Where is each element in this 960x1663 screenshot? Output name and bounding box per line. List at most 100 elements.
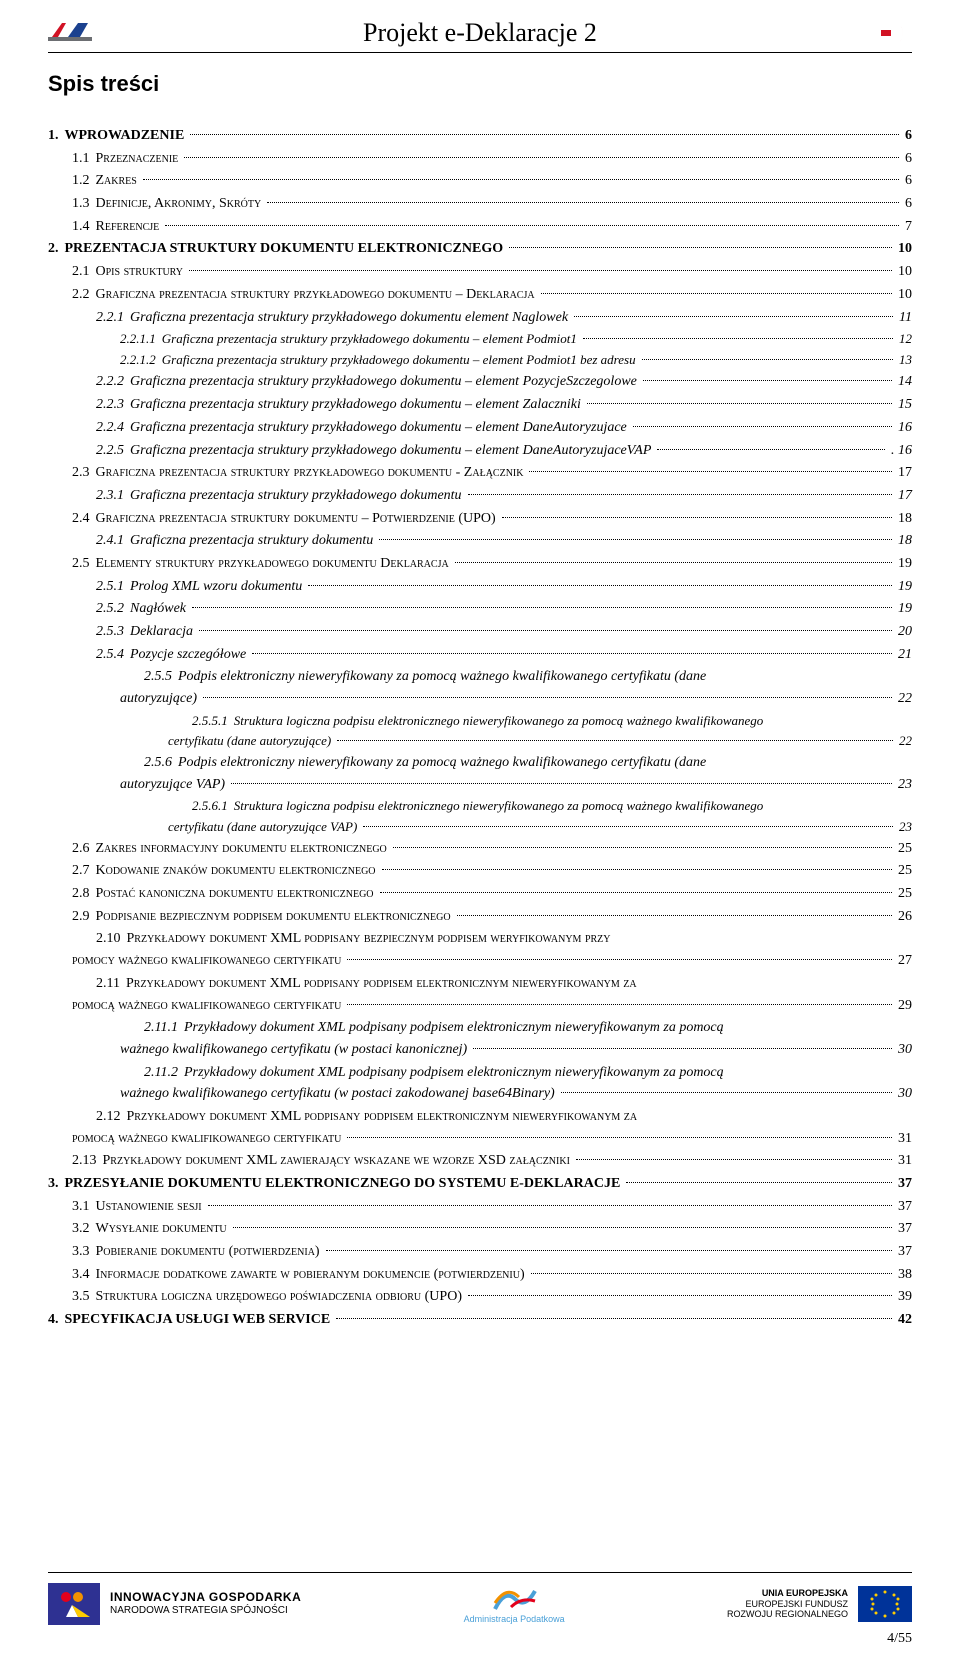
toc-page: 6	[901, 193, 912, 215]
toc-page: 16	[894, 417, 912, 439]
toc-entry: 1.3Definicje, Akronimy, Skróty6	[48, 193, 912, 215]
toc-page: 7	[901, 216, 912, 238]
toc-entry: 1.1Przeznaczenie6	[48, 148, 912, 170]
toc-leader	[468, 494, 892, 495]
toc-number: 2.5.3	[96, 621, 130, 643]
toc-leader	[165, 225, 899, 226]
toc-entry: 2.2.5Graficzna prezentacja struktury prz…	[48, 440, 912, 462]
toc-text: Postać kanoniczna dokumentu elektroniczn…	[96, 883, 378, 905]
toc-text: Zakres	[96, 170, 141, 192]
toc-page: 37	[894, 1218, 912, 1240]
toc-entry: 2.13Przykładowy dokument XML zawierający…	[48, 1150, 912, 1172]
toc-leader	[626, 1182, 892, 1183]
toc-number: 2.1	[72, 261, 96, 283]
toc-text: Przeznaczenie	[96, 148, 183, 170]
toc-leader	[208, 1205, 892, 1206]
toc-number: 2.2.2	[96, 371, 130, 393]
toc-entry: 2.5.3Deklaracja20	[48, 621, 912, 643]
toc-leader	[382, 869, 892, 870]
toc-page: 19	[894, 598, 912, 620]
toc-leader	[457, 915, 892, 916]
toc-entry: 2.4Graficzna prezentacja struktury dokum…	[48, 508, 912, 530]
toc-text: Graficzna prezentacja struktury przykład…	[96, 462, 528, 484]
toc-entry: 2.11Przykładowy dokument XML podpisany p…	[48, 973, 912, 1016]
toc-text: Nagłówek	[130, 598, 190, 620]
toc-text: Graficzna prezentacja struktury przykład…	[130, 307, 572, 329]
toc-text: Referencje	[96, 216, 164, 238]
toc-entry: 2.2.4Graficzna prezentacja struktury prz…	[48, 417, 912, 439]
page-title: Projekt e-Deklaracje 2	[92, 18, 868, 48]
ig-logo-line1: INNOWACYJNA GOSPODARKA	[110, 1591, 301, 1605]
toc-number: 2.3.1	[96, 485, 130, 507]
toc-page: 20	[894, 621, 912, 643]
toc-entry: 2.11.1Przykładowy dokument XML podpisany…	[48, 1017, 912, 1060]
center-caption: Administracja Podatkowa	[464, 1615, 565, 1625]
toc-text: Graficzna prezentacja struktury dokument…	[96, 508, 500, 530]
toc-text: Graficzna prezentacja struktury przykład…	[130, 394, 585, 416]
toc-page: 18	[894, 508, 912, 530]
toc-leader	[583, 338, 893, 339]
toc-leader	[642, 359, 893, 360]
toc-text: Elementy struktury przykładowego dokumen…	[96, 553, 453, 575]
toc-number: 2.4.1	[96, 530, 130, 552]
footer-logo-center: Administracja Podatkowa	[464, 1583, 565, 1625]
toc-entry: 2.8Postać kanoniczna dokumentu elektroni…	[48, 883, 912, 905]
logo-right-icon	[868, 18, 912, 48]
toc-text: Pozycje szczegółowe	[130, 644, 250, 666]
toc-heading: Spis treści	[48, 71, 912, 97]
toc-leader	[380, 892, 892, 893]
toc-page: 25	[894, 838, 912, 860]
toc-entry: 2.2.3Graficzna prezentacja struktury prz…	[48, 394, 912, 416]
toc-leader	[252, 653, 892, 654]
toc-number: 4.	[48, 1309, 65, 1331]
toc-number: 2.7	[72, 860, 96, 882]
footer-divider	[48, 1572, 912, 1573]
toc-entry: 2.3Graficzna prezentacja struktury przyk…	[48, 462, 912, 484]
toc-number: 2.2	[72, 284, 96, 306]
toc-entry: 2.12Przykładowy dokument XML podpisany p…	[48, 1106, 912, 1149]
toc-page: 6	[901, 125, 912, 147]
toc-page: 38	[894, 1264, 912, 1286]
toc-entry: 3.2Wysyłanie dokumentu37	[48, 1218, 912, 1240]
toc-text: Struktura logiczna urzędowego poświadcze…	[96, 1286, 466, 1308]
toc-page: 26	[894, 906, 912, 928]
toc-text: Przykładowy dokument XML zawierający wsk…	[103, 1150, 574, 1172]
logo-left-icon	[48, 18, 92, 48]
toc-page: 6	[901, 148, 912, 170]
toc-text: Informacje dodatkowe zawarte w pobierany…	[96, 1264, 529, 1286]
toc-leader	[379, 539, 892, 540]
toc-page: 17	[894, 485, 912, 507]
toc-number: 2.2.4	[96, 417, 130, 439]
toc-entry: 2.PREZENTACJA STRUKTURY DOKUMENTU ELEKTR…	[48, 238, 912, 260]
toc-page: 19	[894, 576, 912, 598]
toc-page: 21	[894, 644, 912, 666]
toc-entry: 2.4.1Graficzna prezentacja struktury dok…	[48, 530, 912, 552]
toc-leader	[529, 471, 892, 472]
toc-page: 25	[894, 860, 912, 882]
toc-entry: 2.2.1Graficzna prezentacja struktury prz…	[48, 307, 912, 329]
toc-number: 2.5.4	[96, 644, 130, 666]
toc-text: WPROWADZENIE	[65, 125, 189, 147]
toc-entry: 1.4Referencje7	[48, 216, 912, 238]
toc-text: Ustanowienie sesji	[96, 1196, 206, 1218]
toc-number: 2.9	[72, 906, 96, 928]
toc-text: Prolog XML wzoru dokumentu	[130, 576, 306, 598]
toc-page: 19	[894, 553, 912, 575]
toc-page: 39	[894, 1286, 912, 1308]
toc-number: 2.3	[72, 462, 96, 484]
toc-leader	[455, 562, 892, 563]
toc-leader	[336, 1318, 892, 1319]
toc-number: 2.2.1	[96, 307, 130, 329]
toc-number: 2.8	[72, 883, 96, 905]
toc-entry: 2.5.6.1Struktura logiczna podpisu elektr…	[48, 796, 912, 836]
toc-number: 2.4	[72, 508, 96, 530]
toc-text: PRZESYŁANIE DOKUMENTU ELEKTRONICZNEGO DO…	[65, 1173, 625, 1195]
toc-leader	[468, 1295, 892, 1296]
toc-number: 1.	[48, 125, 65, 147]
page-number: 4/55	[48, 1631, 912, 1647]
toc-entry: 2.5.1Prolog XML wzoru dokumentu 19	[48, 576, 912, 598]
toc-entry: 2.5.6Podpis elektroniczny nieweryfikowan…	[48, 752, 912, 795]
toc-number: 2.5.1	[96, 576, 130, 598]
toc-leader	[576, 1159, 892, 1160]
toc-page: 42	[894, 1309, 912, 1331]
